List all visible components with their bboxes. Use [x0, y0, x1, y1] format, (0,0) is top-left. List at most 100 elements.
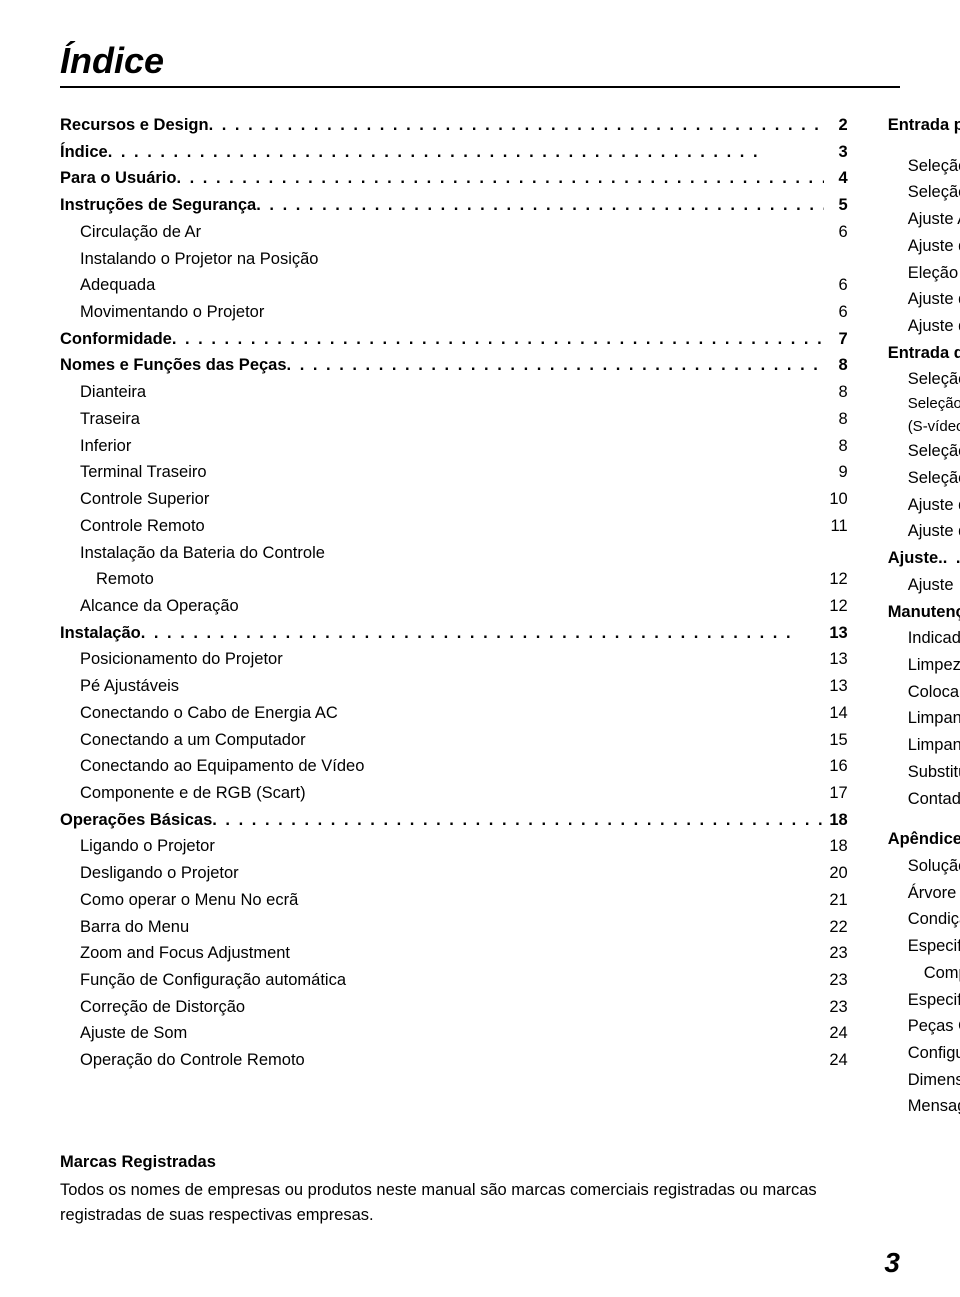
toc-label: Desligando o Projetor [80, 860, 239, 887]
toc-sub-item: Conectando a um Computador15 [60, 727, 848, 754]
toc-leader-dots [141, 620, 824, 647]
trademarks-heading: Marcas Registradas [60, 1150, 900, 1176]
toc-label: Ajuste [908, 572, 954, 599]
toc-label: Especificações Compatíveis do [908, 933, 960, 960]
toc-leader-dots [212, 807, 823, 834]
toc-sub-item: Ligando o Projetor18 [60, 833, 848, 860]
toc-label: Movimentando o Projetor [80, 299, 264, 326]
toc-label: Recursos e Design [60, 112, 209, 139]
toc-label: Ajuste Automático de PC [908, 206, 960, 233]
toc-sub-item: Conectando o Cabo de Energia AC14 [60, 700, 848, 727]
toc-leader-dots [287, 352, 824, 379]
toc-section: Entrada de Vídeo37 [888, 340, 960, 367]
toc-sub-item: Conectando ao Equipamento de Vídeo16 [60, 753, 848, 780]
toc-sub-item: Terminal Traseiro9 [60, 459, 848, 486]
toc-sub-item: Seleção do Nível de Imagem40 [888, 465, 960, 492]
toc-label: Ajuste do Tamanho da Ecrã [908, 313, 960, 340]
toc-sub-item: Especificações Técnicas71 [888, 987, 960, 1014]
toc-sub-item: Seleção do Sistema de Vídeo39 [888, 438, 960, 465]
toc-label: Ajuste de PC Manual [908, 233, 960, 260]
toc-label: Condição do Projetor e Indicadores [908, 906, 960, 933]
toc-label: Índice [60, 139, 108, 166]
toc-sub-item: Ajuste de Som24 [60, 1020, 848, 1047]
toc-page: 23 [823, 967, 847, 994]
toc-sub-item: Ajuste Automático de PC28 [888, 206, 960, 233]
toc-page: 5 [824, 192, 848, 219]
toc-sub-item: (S-vídeo, Component, RGB Scart 21-pinos)… [888, 416, 960, 439]
toc-label: Entrada para Computador [888, 112, 960, 139]
toc-label: Traseira [80, 406, 140, 433]
toc-page: 13 [823, 673, 847, 700]
toc-sub-item: Substituição da Lâmpada60 [888, 759, 960, 786]
toc-sub-item: Traseira 8 [60, 406, 848, 433]
toc-page: 13 [823, 646, 847, 673]
toc-sub-item: Barra do Menu22 [60, 914, 848, 941]
toc-leader-dots [172, 326, 824, 353]
toc-label: Instruções de Segurança [60, 192, 256, 219]
toc-sub-item: Ajuste45 [888, 572, 960, 599]
toc-sub-item: Ajuste do Tamanho da Ecrã44 [888, 518, 960, 545]
toc-sub-item: Circulação de Ar6 [60, 219, 848, 246]
toc-label: Contador de Substituição da Lâmpada [908, 786, 960, 813]
toc-label: Adequada [80, 272, 155, 299]
toc-label: Função de Configuração automática [80, 967, 346, 994]
toc-section: Instruções de Segurança 5 [60, 192, 848, 219]
toc-sub-item: Árvore do Menu66 [888, 880, 960, 907]
toc-page: 10 [823, 486, 847, 513]
toc-sub-item: Seleção da Fonte de Entrada [888, 393, 960, 416]
toc-label: Pé Ajustáveis [80, 673, 179, 700]
toc-page: 16 [823, 753, 847, 780]
toc-page: 23 [823, 940, 847, 967]
toc-sub-item: Controle Superior 10 [60, 486, 848, 513]
toc-label: Controle Superior [80, 486, 209, 513]
page-number: 3 [884, 1247, 900, 1279]
toc-sub-item: Instalando o Projetor na Posição [60, 246, 848, 273]
toc-page: 12 [823, 566, 847, 593]
toc-page: 13 [823, 620, 847, 647]
toc-sub-item: Limpando o Gabinete do Projetor59 [888, 732, 960, 759]
toc-label: Mensagem do Número do Código PIN [908, 1093, 960, 1120]
toc-label: Solução de Problemas [908, 853, 960, 880]
toc-label: Seleção do Sistema de Computador [908, 179, 960, 206]
toc-label: Conectando a um Computador [80, 727, 306, 754]
toc-page: 18 [823, 833, 847, 860]
toc-page: 9 [824, 459, 848, 486]
toc-section: Entrada para Computador26 [888, 112, 960, 139]
toc-page: 8 [824, 379, 848, 406]
toc-label: Indicador de Avisos [908, 625, 960, 652]
toc-label: Correção de Distorção [80, 994, 245, 1021]
toc-page: 23 [823, 994, 847, 1021]
toc-label: Ajuste de Som [80, 1020, 187, 1047]
toc-sub-item: Ajuste do Nível de Imagem33 [888, 286, 960, 313]
toc-label: Instalação da Bateria do Controle [80, 540, 325, 567]
toc-sub-item: Indicador de Avisos57 [888, 625, 960, 652]
toc-label: Remoto [96, 566, 154, 593]
toc-label: Dimensões [908, 1067, 960, 1094]
toc-sub-item: Zoom and Focus Adjustment23 [60, 940, 848, 967]
toc-sub-item: Adequada6 [60, 272, 848, 299]
toc-label: Para o Usuário [60, 165, 176, 192]
toc-sub-item: Limpando a Lente de Projeção59 [888, 705, 960, 732]
toc-page: 12 [823, 593, 847, 620]
toc-label: Colocando a Tampa da Lente [908, 679, 960, 706]
toc-page: 4 [824, 165, 848, 192]
toc-label: Controle Remoto [80, 513, 205, 540]
toc-page: 7 [824, 326, 848, 353]
toc-sub-item: Seleção da Fonte de Entrada (Vídeo)37 [888, 366, 960, 393]
toc-label: Limpando a Lente de Projeção [908, 705, 960, 732]
toc-label: Ajuste do Tamanho da Ecrã [908, 518, 960, 545]
toc-page: 8 [824, 406, 848, 433]
toc-page: 6 [824, 299, 848, 326]
toc-page: 6 [824, 219, 848, 246]
trademarks-footer: Marcas Registradas Todos os nomes de emp… [60, 1150, 900, 1229]
toc-label: Seleção do Sistema de Vídeo [908, 438, 960, 465]
toc-label: Instalação [60, 620, 141, 647]
trademarks-body: Todos os nomes de empresas ou produtos n… [60, 1178, 900, 1229]
toc-label: Limpando o Gabinete do Projetor [908, 732, 960, 759]
toc-sub-item: Ajuste de PC Manual29 [888, 233, 960, 260]
toc-leader-dots [176, 165, 823, 192]
toc-section: Manutenção & Limpeza57 [888, 599, 960, 626]
toc-section: Recursos e Design2 [60, 112, 848, 139]
right-column: Entrada para Computador26 Seleção da Font… [888, 112, 960, 1120]
toc-label: Limpeza dos Filtros de Ar [908, 652, 960, 679]
